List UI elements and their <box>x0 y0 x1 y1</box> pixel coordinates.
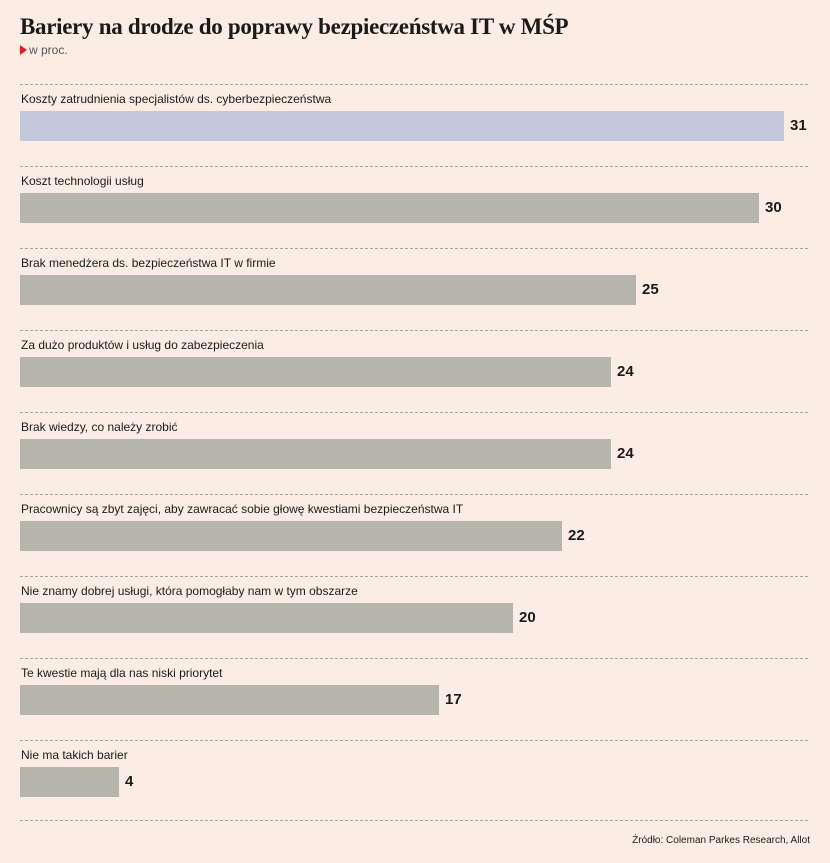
category-label: Pracownicy są zbyt zajęci, aby zawracać … <box>21 502 464 516</box>
value-label: 4 <box>125 773 134 790</box>
row-divider <box>20 330 808 331</box>
category-label: Za dużo produktów i usług do zabezpiecze… <box>21 338 264 352</box>
row-divider <box>20 576 808 577</box>
row-divider <box>20 740 808 741</box>
value-label: 24 <box>617 445 634 462</box>
row-divider <box>20 166 808 167</box>
bar <box>20 439 611 469</box>
category-label: Koszt technologii usług <box>21 174 144 188</box>
value-label: 24 <box>617 363 634 380</box>
bar <box>20 111 784 141</box>
value-label: 30 <box>765 199 782 216</box>
chart-title: Bariery na drodze do poprawy bezpieczeńs… <box>20 14 569 39</box>
bar <box>20 685 439 715</box>
bar <box>20 521 562 551</box>
source-note: Źródło: Coleman Parkes Research, Allot <box>632 835 810 846</box>
divider-bottom <box>20 820 808 821</box>
category-label: Brak wiedzy, co należy zrobić <box>21 420 178 434</box>
bar <box>20 275 636 305</box>
row-divider <box>20 84 808 85</box>
value-label: 17 <box>445 691 462 708</box>
category-label: Te kwestie mają dla nas niski priorytet <box>21 666 223 680</box>
bar-row: Brak menedżera ds. bezpieczeństwa IT w f… <box>0 248 830 330</box>
row-divider <box>20 658 808 659</box>
category-label: Brak menedżera ds. bezpieczeństwa IT w f… <box>21 256 276 270</box>
category-label: Nie znamy dobrej usługi, która pomogłaby… <box>21 584 358 598</box>
bar <box>20 603 513 633</box>
bar-row: Brak wiedzy, co należy zrobić 24 <box>0 412 830 494</box>
bar-row: Koszty zatrudnienia specjalistów ds. cyb… <box>0 84 830 166</box>
bar-row: Nie ma takich barier 4 <box>0 740 830 822</box>
value-label: 25 <box>642 281 659 298</box>
bar-row: Te kwestie mają dla nas niski priorytet 1… <box>0 658 830 740</box>
bar-row: Koszt technologii usług 30 <box>0 166 830 248</box>
row-divider <box>20 412 808 413</box>
value-label: 22 <box>568 527 585 544</box>
category-label: Nie ma takich barier <box>21 748 128 762</box>
bar-row: Za dużo produktów i usług do zabezpiecze… <box>0 330 830 412</box>
bar <box>20 193 759 223</box>
bar-row: Nie znamy dobrej usługi, która pomogłaby… <box>0 576 830 658</box>
unit-label: w proc. <box>29 43 68 57</box>
unit-marker-icon <box>20 45 27 55</box>
bar <box>20 767 119 797</box>
row-divider <box>20 248 808 249</box>
row-divider <box>20 494 808 495</box>
chart-unit: w proc. <box>20 43 68 57</box>
category-label: Koszty zatrudnienia specjalistów ds. cyb… <box>21 92 332 106</box>
value-label: 31 <box>790 117 807 134</box>
bar-row: Pracownicy są zbyt zajęci, aby zawracać … <box>0 494 830 576</box>
value-label: 20 <box>519 609 536 626</box>
bar <box>20 357 611 387</box>
